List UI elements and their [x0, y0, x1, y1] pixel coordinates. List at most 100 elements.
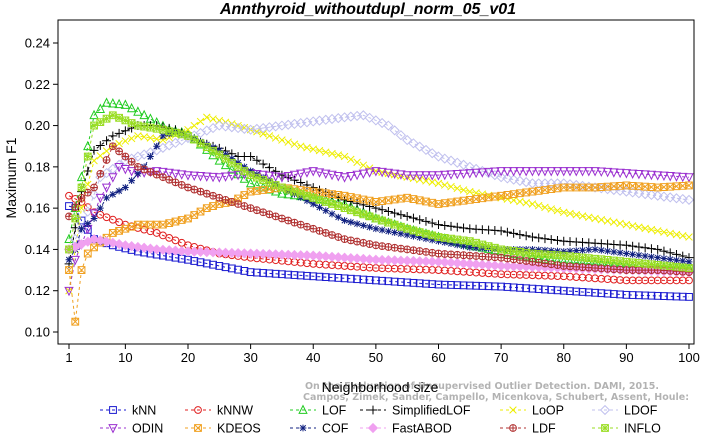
series-point: [597, 289, 606, 298]
series-point: [572, 210, 581, 219]
series-point: [366, 223, 374, 231]
series-point: [252, 155, 262, 165]
series-point: [459, 196, 468, 205]
series-point: [402, 212, 412, 221]
series-point: [384, 227, 392, 235]
x-tick-label: 80: [557, 350, 571, 365]
series-point: [234, 159, 242, 167]
series-point: [171, 217, 180, 226]
legend-item-simplifiedlof: SimplifiedLOF: [360, 404, 471, 418]
series-point: [84, 220, 92, 228]
series-point: [270, 172, 281, 182]
x-tick-label: 30: [243, 350, 257, 365]
series-point: [666, 292, 675, 301]
series-point: [334, 202, 343, 210]
series-point: [578, 273, 587, 282]
series-point: [397, 230, 405, 238]
series-point: [403, 278, 412, 287]
series-point: [347, 236, 355, 244]
series-point: [278, 270, 286, 279]
series-point: [315, 146, 324, 155]
series-point: [546, 167, 556, 177]
series-point: [434, 179, 443, 188]
series-point: [271, 166, 281, 176]
series-point: [308, 167, 318, 177]
series-point: [616, 266, 624, 274]
series-point: [221, 154, 230, 163]
series-point: [378, 197, 387, 206]
series-point: [289, 170, 300, 181]
series-point: [510, 255, 518, 263]
series-point: [253, 206, 261, 214]
series-point: [535, 246, 543, 254]
series-point: [433, 256, 444, 267]
series-point: [683, 194, 695, 205]
series-point: [529, 246, 536, 253]
series-point: [83, 152, 92, 161]
series-point: [603, 275, 612, 284]
series-point: [126, 167, 137, 177]
series-point: [422, 279, 430, 288]
series-point: [228, 198, 236, 206]
series-point: [366, 240, 374, 248]
series-point: [365, 212, 374, 221]
series-point: [458, 169, 469, 179]
series-point: [560, 248, 568, 255]
series-point: [89, 109, 99, 120]
series-point: [522, 199, 530, 207]
series-point: [490, 167, 500, 177]
series-point: [439, 257, 450, 268]
series-point: [616, 219, 624, 228]
legend-label: KDEOS: [217, 422, 261, 434]
series-point: [114, 98, 124, 109]
series-point: [533, 167, 544, 177]
series-point: [597, 265, 605, 272]
series-point: [446, 170, 456, 180]
series-point: [120, 126, 130, 136]
series-point: [139, 242, 150, 253]
watermark-line-1: Campos, Zimek, Sander, Campello, Micenko…: [303, 392, 689, 403]
series-point: [334, 233, 342, 241]
series-point: [291, 219, 298, 226]
series-point: [415, 228, 424, 236]
series-point: [516, 256, 524, 264]
series-point: [353, 158, 361, 167]
series-point: [641, 252, 649, 260]
series-point: [472, 195, 480, 203]
series-point: [115, 139, 123, 148]
series-point: [659, 246, 669, 256]
legend-marker: [109, 406, 117, 414]
series-point: [465, 237, 474, 246]
series-point: [502, 167, 513, 177]
series-point: [547, 260, 555, 268]
legend-item-ldf: LDF: [500, 422, 556, 434]
series-point: [428, 249, 436, 257]
series-point: [353, 275, 361, 284]
series-point: [421, 216, 431, 226]
series-point: [341, 235, 348, 243]
series-point: [190, 186, 198, 193]
series-point: [440, 280, 449, 289]
series-point: [346, 274, 355, 283]
series-point: [390, 208, 400, 218]
series-point: [591, 214, 599, 223]
series-point: [597, 274, 606, 283]
series-point: [666, 255, 674, 263]
series-point: [409, 278, 418, 287]
series-point: [321, 169, 331, 179]
series-point: [590, 167, 600, 177]
series-point: [390, 277, 399, 286]
legend-item-ldof: LDOF: [592, 404, 658, 418]
watermark: Campos, Zimek, Sander, Campello, Micenko…: [303, 381, 689, 403]
series-point: [284, 270, 293, 279]
series-point: [126, 241, 137, 252]
series-point: [408, 171, 419, 181]
legend-item-inflo: INFLO: [592, 422, 661, 434]
series-point: [202, 172, 212, 182]
series-point: [222, 151, 229, 158]
series-point: [259, 208, 267, 216]
series-point: [240, 163, 248, 171]
series-point: [445, 155, 457, 166]
series-point: [108, 111, 117, 120]
series-point: [164, 245, 175, 256]
